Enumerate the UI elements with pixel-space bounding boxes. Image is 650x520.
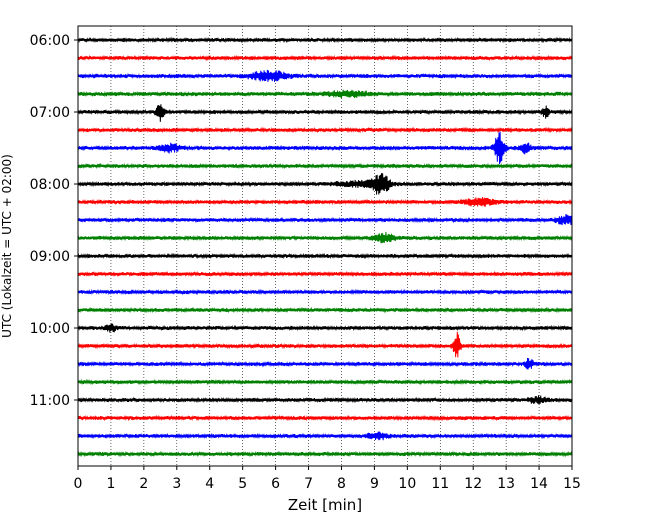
- x-tick-label: 14: [530, 476, 548, 492]
- plot-frame: [77, 25, 573, 467]
- y-tick-label: 09:00: [30, 249, 70, 265]
- y-tick-label: 07:00: [30, 105, 70, 121]
- seismic-trace: [77, 331, 573, 358]
- seismic-trace: [77, 323, 573, 333]
- y-axis-label: UTC (Lokalzeit = UTC + 02:00): [0, 154, 14, 338]
- x-axis-label: Zeit [min]: [288, 496, 362, 514]
- seismic-trace: [77, 54, 573, 62]
- x-tick-label: 5: [238, 476, 247, 492]
- seismic-trace: [77, 231, 573, 244]
- trace-group: [77, 36, 573, 458]
- grid-lines: [110, 26, 540, 466]
- x-tick-label: 0: [74, 476, 83, 492]
- y-axis-ticks: 06:00 07:00 08:00 09:00 10:00 11:00: [30, 33, 78, 409]
- y-tick-label: 06:00: [30, 33, 70, 49]
- x-tick-label: 15: [563, 476, 581, 492]
- seismic-trace: [77, 214, 573, 226]
- seismic-trace: [77, 131, 573, 165]
- x-tick-label: 7: [304, 476, 313, 492]
- seismic-trace: [77, 378, 573, 386]
- x-tick-label: 1: [106, 476, 115, 492]
- seismic-trace: [77, 358, 573, 370]
- seismic-trace: [77, 69, 573, 82]
- y-tick-label: 10:00: [30, 321, 70, 337]
- seismic-trace: [77, 89, 573, 99]
- x-tick-label: 13: [497, 476, 515, 492]
- seismic-trace: [77, 36, 573, 44]
- x-tick-label: 11: [431, 476, 449, 492]
- x-tick-label: 2: [139, 476, 148, 492]
- seismic-trace: [77, 431, 573, 441]
- seismic-trace: [77, 306, 573, 314]
- seismic-trace: [77, 162, 573, 170]
- x-tick-label: 6: [271, 476, 280, 492]
- x-tick-label: 12: [464, 476, 482, 492]
- seismic-trace: [77, 414, 573, 422]
- seismic-trace: [77, 197, 573, 207]
- x-tick-label: 3: [172, 476, 181, 492]
- x-tick-label: 9: [370, 476, 379, 492]
- x-tick-label: 10: [398, 476, 416, 492]
- x-axis-ticks: 0 1 2 3 4 5 6 7 8 9 10 11 12 13 14 15: [74, 466, 581, 492]
- seismic-trace: [77, 173, 573, 195]
- seismic-trace: [77, 450, 573, 458]
- seismic-trace: [77, 252, 573, 260]
- y-tick-label: 08:00: [30, 177, 70, 193]
- seismic-trace: [77, 395, 573, 405]
- y-tick-label: 11:00: [30, 393, 70, 409]
- seismic-trace: [77, 288, 573, 296]
- x-tick-label: 8: [337, 476, 346, 492]
- seismic-trace: [77, 104, 573, 122]
- seismic-trace: [77, 126, 573, 134]
- seismic-trace: [77, 270, 573, 278]
- x-tick-label: 4: [205, 476, 214, 492]
